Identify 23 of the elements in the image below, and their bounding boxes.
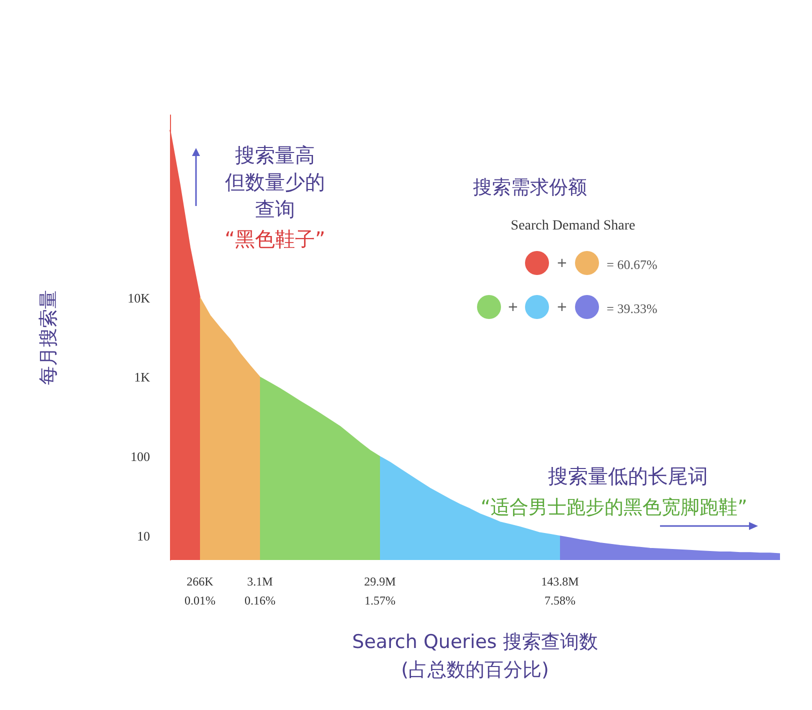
- y-tick-label: 100: [130, 449, 150, 464]
- annotation: “适合男士跑步的黑色宽脚跑鞋”: [480, 496, 748, 518]
- y-tick-label: 1K: [134, 370, 151, 385]
- x-tick-label: 3.1M 0.16%: [244, 574, 276, 608]
- annotation: “黑色鞋子”: [224, 227, 326, 251]
- x-tick-label: 143.8M 7.58%: [541, 574, 580, 608]
- annotation: 但数量少的: [225, 170, 325, 194]
- annotation: 搜索需求份额: [473, 176, 587, 198]
- x-tick-label: 29.9M 1.57%: [364, 574, 396, 608]
- annotation: 搜索量高: [235, 143, 315, 167]
- y-tick-label: 10K: [128, 290, 151, 306]
- annotation: +: [508, 300, 518, 315]
- annotation: = 39.33%: [606, 301, 658, 316]
- x-axis-title: Search Queries 搜索查询数 (占总数的百分比): [352, 631, 598, 681]
- x-tick-label: 266K 0.01%: [184, 574, 216, 608]
- annotation: = 60.67%: [606, 257, 658, 272]
- annotation: +: [556, 300, 568, 315]
- annotation: Search Demand Share: [510, 218, 636, 234]
- annotation: +: [556, 256, 568, 271]
- y-tick-label: 10: [137, 528, 150, 544]
- annotation: 搜索量低的长尾词: [548, 464, 708, 488]
- y-axis-title: 每月搜索量: [38, 290, 60, 385]
- annotation: 查询: [255, 197, 295, 221]
